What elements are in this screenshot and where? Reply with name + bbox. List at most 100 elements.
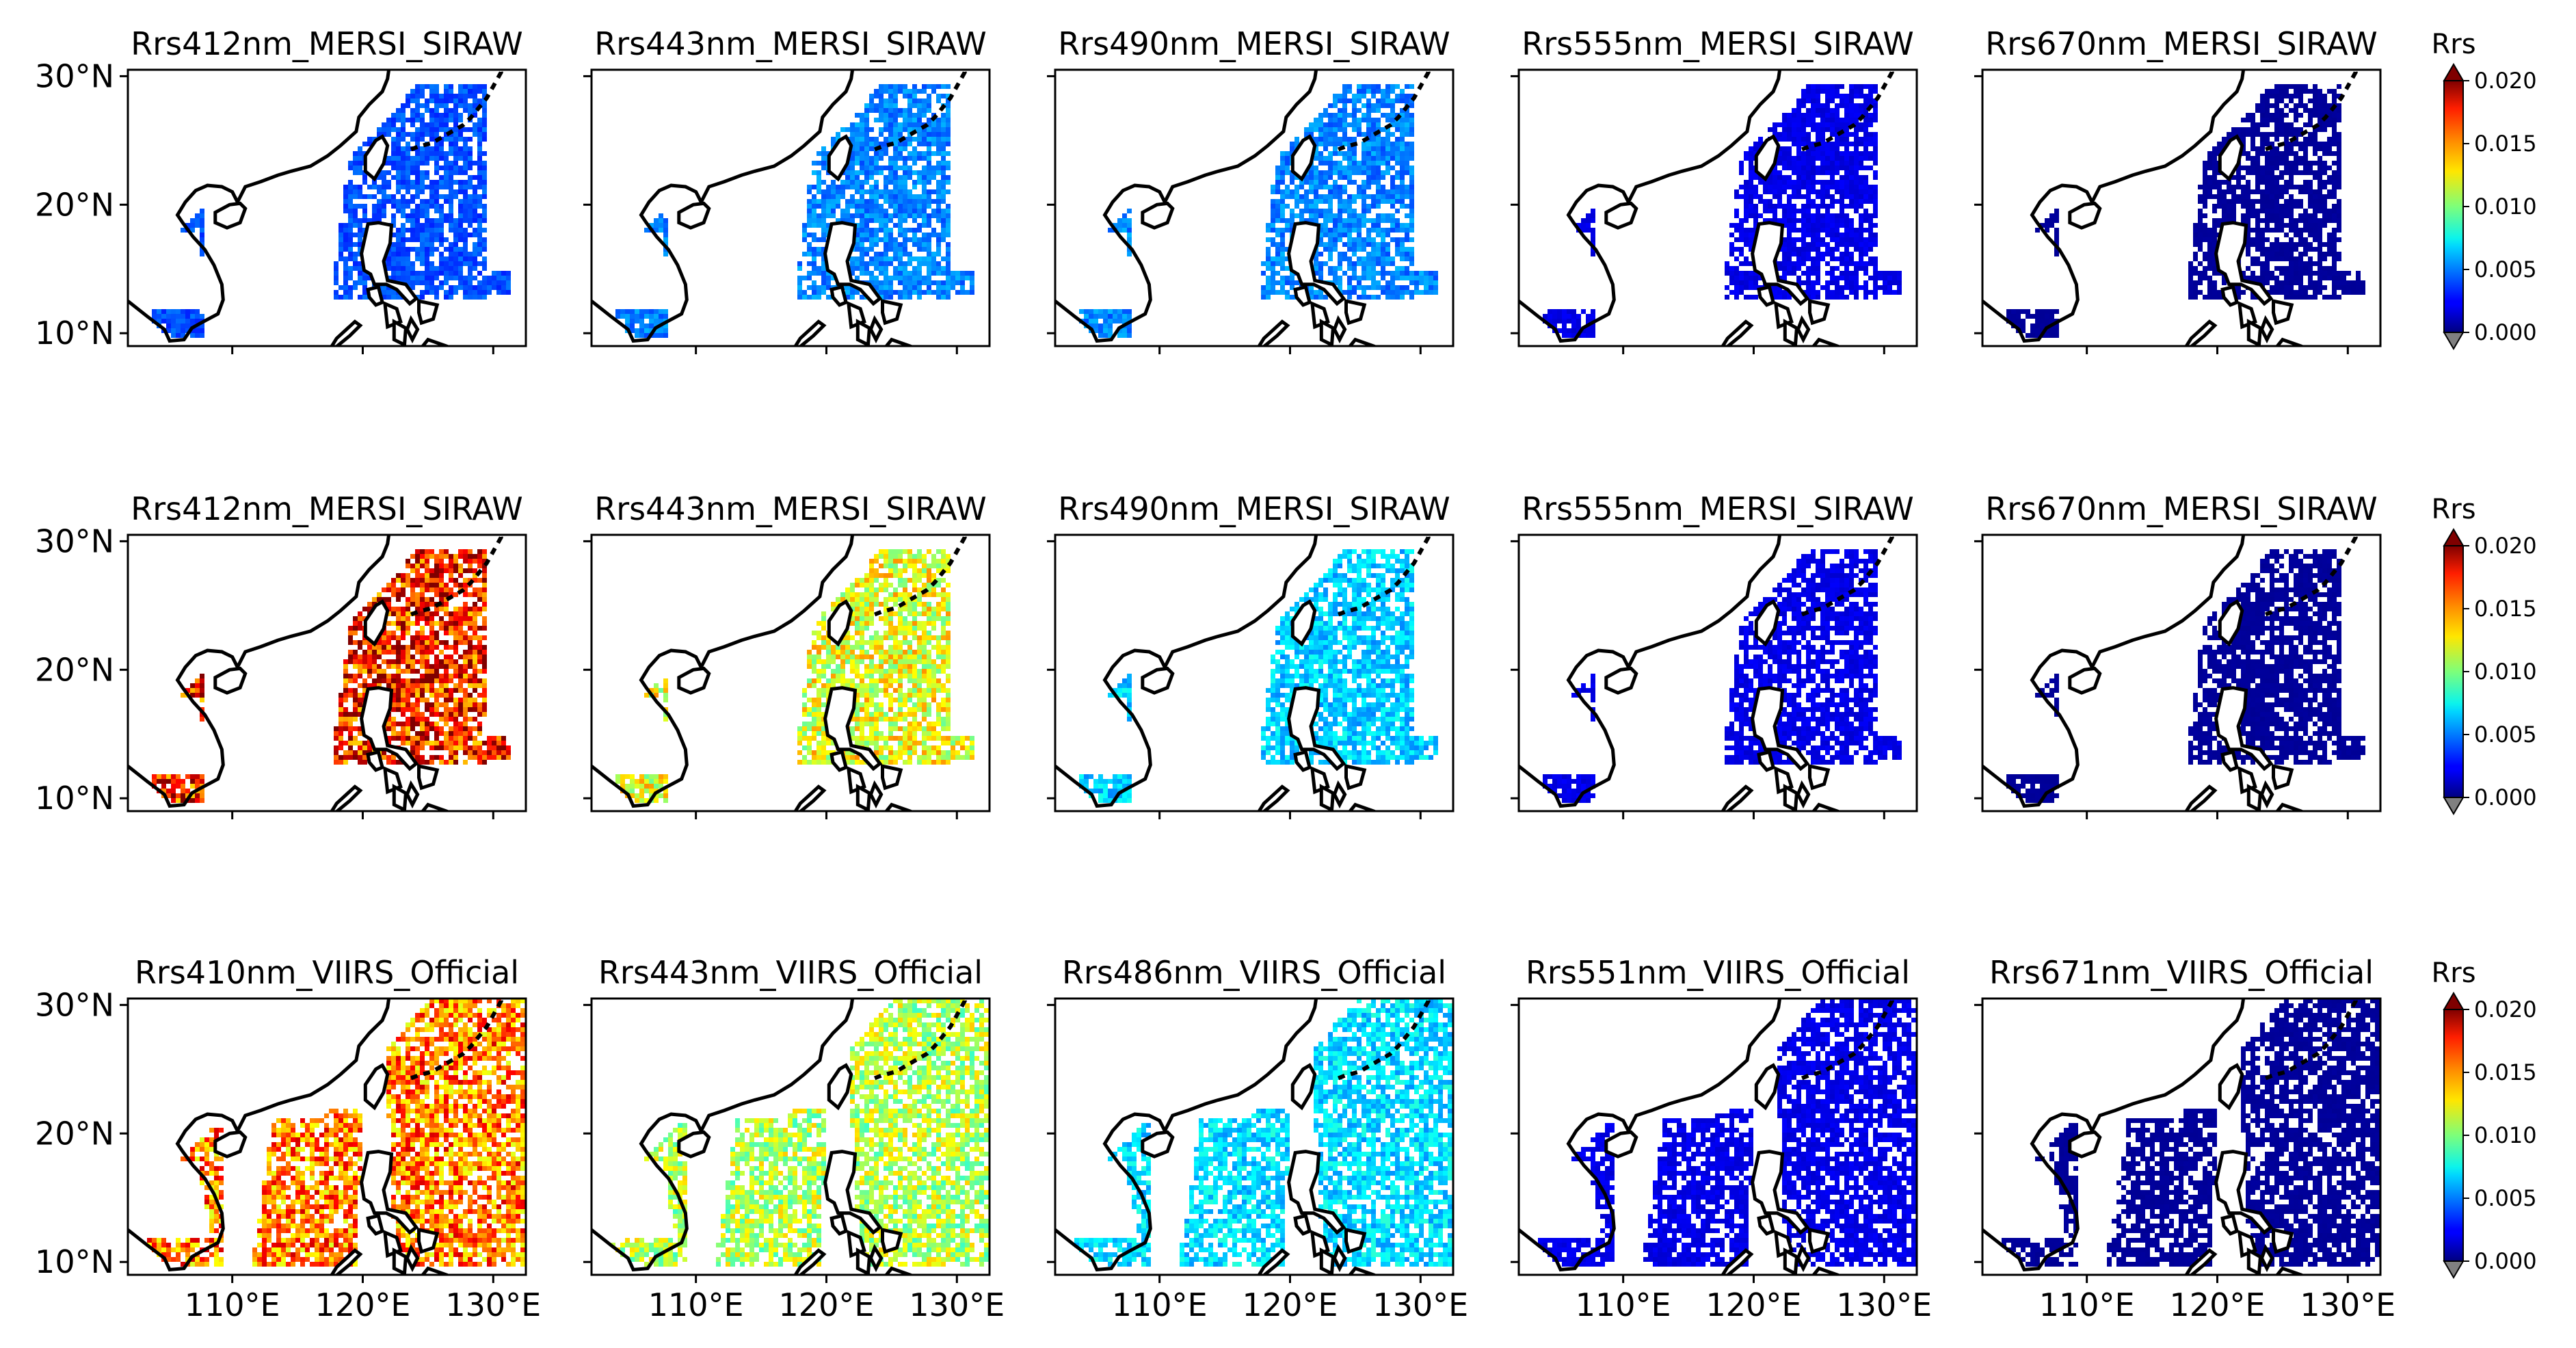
- taiwan-island: [2218, 599, 2244, 647]
- taiwan-island: [363, 599, 390, 647]
- mindoro-island: [1293, 1213, 1312, 1236]
- colorbar-tick-label: 0.020: [2474, 533, 2537, 559]
- hainan-island: [2068, 201, 2102, 230]
- taiwan-island: [363, 1063, 390, 1111]
- taiwan-island: [827, 134, 853, 182]
- taiwan-island: [827, 599, 853, 647]
- luzon-island: [1287, 686, 1346, 771]
- ryukyu-islands: [873, 70, 967, 152]
- ryukyu-islands: [410, 70, 503, 152]
- panel-frame: [1054, 997, 1455, 1276]
- ryukyu-islands: [1801, 535, 1894, 617]
- philippine-island: [2237, 300, 2257, 330]
- mindoro-island: [1293, 285, 1312, 307]
- ryukyu-islands: [873, 999, 967, 1081]
- luzon-island: [2214, 1150, 2274, 1235]
- x-tick-label: 120°E: [779, 1286, 875, 1323]
- coastline: [1055, 999, 1318, 1272]
- luzon-island: [823, 1150, 883, 1235]
- map-panel: Rrs551nm_VIIRS_Official 110°E 120°E 130°E: [1511, 954, 1932, 1323]
- philippine-island: [1257, 784, 1290, 811]
- map-body: [1982, 999, 2380, 1275]
- map-panel: Rrs486nm_VIIRS_Official 110°E 120°E 130°E: [1047, 954, 1468, 1323]
- philippine-island: [846, 300, 866, 330]
- philippine-island: [1310, 765, 1330, 795]
- taiwan-island: [1754, 1063, 1781, 1111]
- luzon-island: [2214, 686, 2274, 771]
- hainan-island: [2068, 1130, 2102, 1159]
- philippine-island: [330, 784, 363, 811]
- colorbar-label: Rrs: [2431, 957, 2475, 989]
- ryukyu-islands: [410, 535, 503, 617]
- luzon-island: [823, 221, 883, 306]
- philippine-island: [884, 337, 912, 346]
- map-panel: Rrs412nm_MERSI_SIRAW 10°N 20°N 30°N: [35, 25, 527, 354]
- philippine-island: [1257, 1248, 1290, 1275]
- y-tick-label: 10°N: [35, 315, 114, 352]
- philippine-island: [1310, 1229, 1330, 1258]
- colorbar-under-triangle: [2443, 797, 2465, 815]
- colorbar-tick-label: 0.005: [2474, 722, 2537, 748]
- philippine-island: [420, 1266, 449, 1275]
- map-panel: Rrs670nm_MERSI_SIRAW: [1974, 490, 2382, 819]
- x-tick-label: 130°E: [1372, 1286, 1468, 1323]
- philippine-island: [1319, 319, 1336, 346]
- philippine-island: [793, 319, 827, 346]
- mindoro-island: [366, 1213, 385, 1236]
- hainan-island: [213, 1130, 248, 1159]
- colorbar-gradient: [2443, 1009, 2464, 1262]
- mindoro-island: [366, 750, 385, 772]
- philippine-island: [1344, 299, 1367, 326]
- x-tick-label: 110°E: [185, 1286, 280, 1323]
- map-panel: Rrs490nm_MERSI_SIRAW: [1047, 490, 1455, 819]
- taiwan-island: [2218, 1063, 2244, 1111]
- map-panel: Rrs443nm_MERSI_SIRAW: [583, 490, 991, 819]
- panel-title: Rrs486nm_VIIRS_Official: [1062, 954, 1446, 991]
- mindoro-island: [2220, 285, 2240, 307]
- hainan-island: [1604, 1130, 1638, 1159]
- taiwan-island: [2218, 134, 2244, 182]
- map-body: [1519, 999, 1917, 1275]
- colorbar-tick-label: 0.000: [2474, 784, 2537, 810]
- x-tick-label: 130°E: [909, 1286, 1005, 1323]
- x-tick-label: 110°E: [2039, 1286, 2135, 1323]
- colorbar: Rrs 0.000 0.005 0.010 0.015 0.020: [2431, 29, 2537, 350]
- ryukyu-islands: [2264, 999, 2358, 1081]
- colorbar-tick-label: 0.020: [2474, 68, 2537, 94]
- map-body: [128, 535, 526, 811]
- y-tick-label: 10°N: [35, 1243, 114, 1280]
- philippine-island: [1796, 780, 1811, 809]
- y-tick-label: 20°N: [35, 186, 114, 223]
- map-body: [592, 70, 990, 346]
- philippine-island: [2259, 1243, 2274, 1273]
- colorbar-label: Rrs: [2431, 29, 2475, 60]
- philippine-island: [2259, 315, 2274, 344]
- colorbar-tick-label: 0.005: [2474, 1185, 2537, 1211]
- philippine-island: [846, 1229, 866, 1258]
- mindoro-island: [2220, 750, 2240, 772]
- map-panel: Rrs671nm_VIIRS_Official 110°E 120°E 130°E: [1974, 954, 2395, 1323]
- map-panel: Rrs443nm_VIIRS_Official 110°E 120°E 130°E: [583, 954, 1005, 1323]
- panel-title: Rrs490nm_MERSI_SIRAW: [1058, 25, 1450, 62]
- panel-title: Rrs443nm_VIIRS_Official: [598, 954, 983, 991]
- panel-frame: [127, 68, 527, 347]
- coastline: [128, 999, 391, 1272]
- x-tick-label: 110°E: [1576, 1286, 1671, 1323]
- map-body: [1519, 535, 1917, 811]
- luzon-island: [823, 686, 883, 771]
- luzon-island: [2214, 221, 2274, 306]
- luzon-island: [360, 221, 419, 306]
- panel-frame: [1517, 533, 1918, 812]
- mindoro-island: [829, 1213, 849, 1236]
- philippine-island: [382, 765, 403, 795]
- luzon-island: [1751, 686, 1810, 771]
- colorbar-gradient: [2443, 80, 2464, 333]
- philippine-island: [2246, 784, 2263, 811]
- philippine-island: [1783, 319, 1799, 346]
- colorbar-tick-label: 0.010: [2474, 659, 2537, 685]
- colorbar-tick-label: 0.000: [2474, 319, 2537, 345]
- coastline: [1519, 999, 1782, 1272]
- map-body: [592, 535, 990, 811]
- colorbar-tick-label: 0.005: [2474, 256, 2537, 282]
